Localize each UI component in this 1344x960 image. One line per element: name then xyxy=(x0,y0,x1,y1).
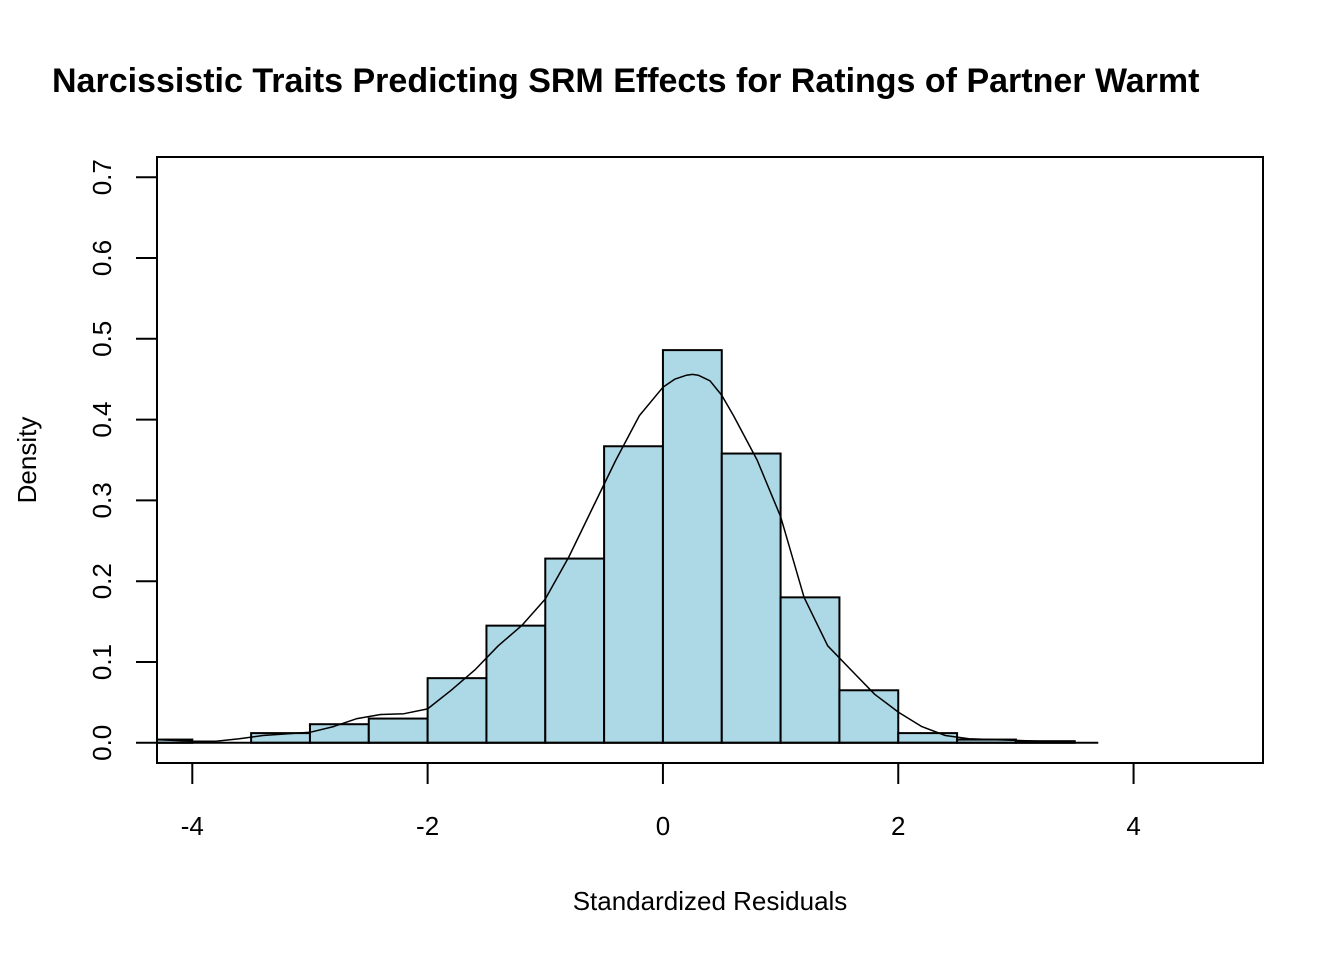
y-tick-label: 0.7 xyxy=(87,159,117,195)
histogram-bar xyxy=(426,677,488,744)
histogram-bar xyxy=(485,624,547,744)
y-axis: 0.0 0.1 0.2 0.3 0.4 0.5 0.6 0.7 xyxy=(87,159,158,761)
y-axis-label: Density xyxy=(12,417,42,504)
histogram-bar xyxy=(838,689,900,744)
y-tick-label: 0.2 xyxy=(87,563,117,599)
histogram-bar xyxy=(544,557,606,744)
x-axis-label: Standardized Residuals xyxy=(573,886,848,916)
histogram-bar xyxy=(720,452,782,744)
y-tick-label: 0.0 xyxy=(87,725,117,761)
x-tick-label: -4 xyxy=(181,811,204,841)
y-tick-label: 0.5 xyxy=(87,321,117,357)
x-tick-label: 2 xyxy=(891,811,905,841)
x-tick-label: 4 xyxy=(1126,811,1140,841)
y-tick-label: 0.4 xyxy=(87,402,117,438)
y-tick-label: 0.1 xyxy=(87,644,117,680)
histogram-bar xyxy=(367,717,429,744)
x-axis: -4 -2 0 2 4 xyxy=(181,762,1141,841)
histogram-bar xyxy=(308,723,370,744)
histogram-bar xyxy=(661,349,723,744)
density-curve-layer xyxy=(157,373,1075,742)
x-tick-label: 0 xyxy=(656,811,670,841)
histogram-bar xyxy=(603,445,664,744)
histogram-bars xyxy=(157,349,1076,744)
x-tick-label: -2 xyxy=(416,811,439,841)
y-tick-label: 0.3 xyxy=(87,482,117,518)
histogram-bar xyxy=(897,732,959,744)
histogram-bar xyxy=(779,596,841,744)
chart-title: Narcissistic Traits Predicting SRM Effec… xyxy=(52,62,1199,100)
y-tick-label: 0.6 xyxy=(87,240,117,276)
density-curve xyxy=(157,373,1075,742)
